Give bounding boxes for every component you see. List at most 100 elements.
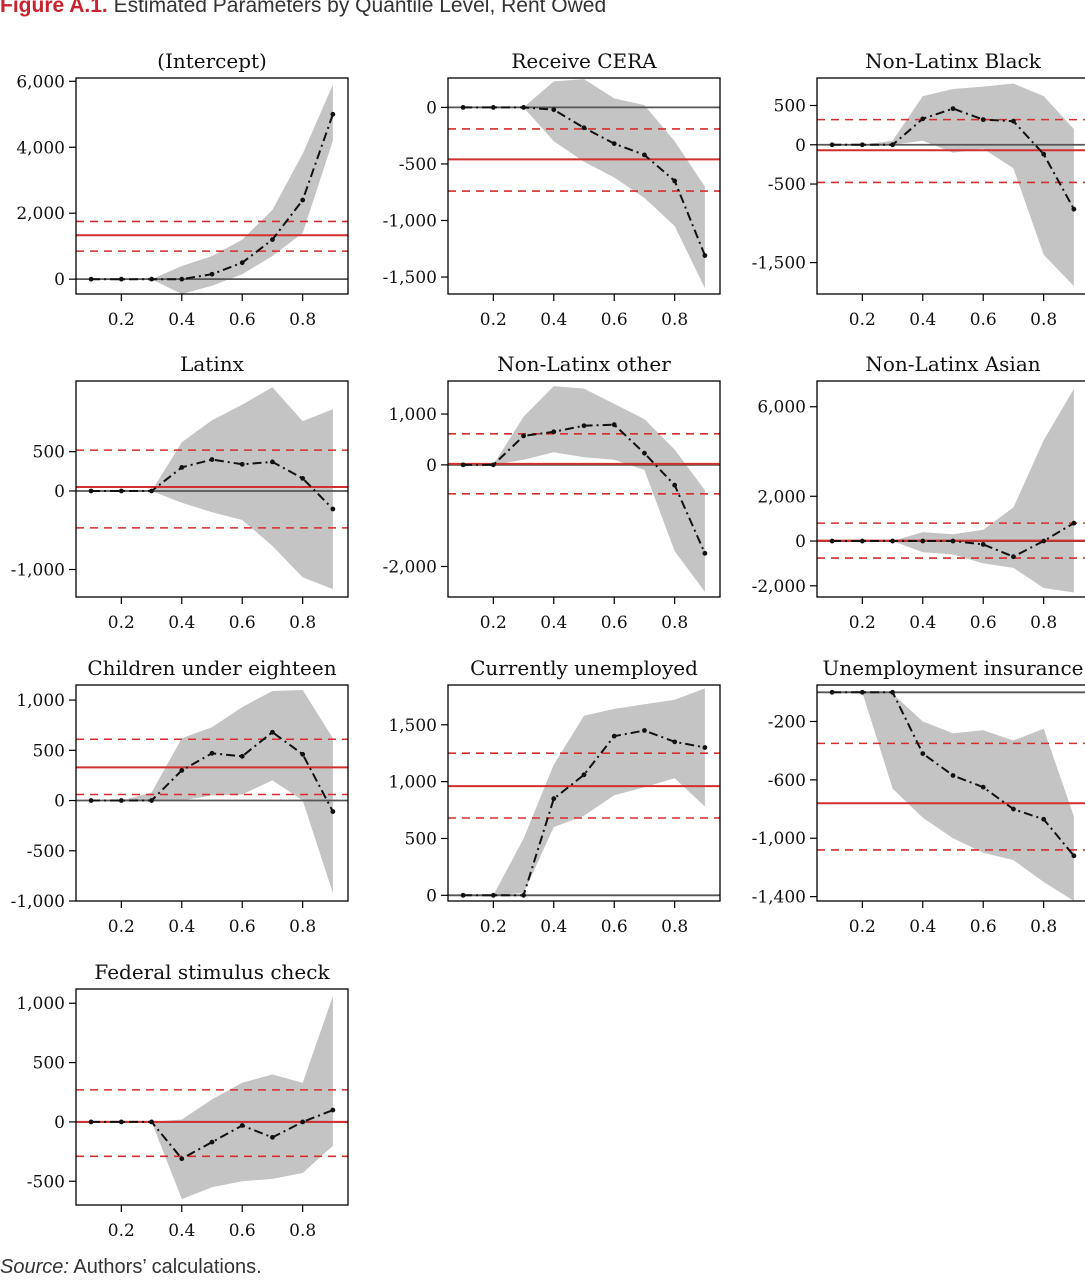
x-tick-label: 0.2 [849, 310, 876, 330]
panel-9: Unemployment insurance -200 -600 -1,000 -1,4… [752, 656, 1085, 937]
x-tick-label: 0.4 [540, 917, 567, 937]
y-tick-label: -2,000 [383, 558, 437, 578]
quantile-point [209, 457, 215, 462]
quantile-point [270, 1134, 275, 1140]
y-tick-label: -500 [27, 1172, 65, 1192]
plot-frame [447, 77, 721, 295]
panel-4: Latinx 500 0 -1,000 0.2 0.4 0.6 0.8 [11, 352, 349, 633]
quantile-point [118, 798, 124, 803]
quantile-point [920, 751, 926, 756]
quantile-point [672, 739, 678, 745]
panel-6: Non-Latinx Asian 6,000 2,000 0 -2,000 0.2 0.4 0… [752, 352, 1085, 633]
quantile-point [859, 142, 865, 148]
quantile-point [179, 276, 185, 282]
x-tick-label: 0.8 [661, 613, 688, 633]
y-tick-label: 2,000 [757, 487, 806, 507]
quantile-point [642, 728, 647, 733]
x-tick-label: 0.4 [168, 310, 195, 330]
quantile-point [490, 892, 496, 898]
y-tick-label: -1,000 [383, 211, 437, 231]
panel-title: Receive CERA [511, 49, 657, 73]
y-tick-label: 0 [795, 136, 806, 156]
y-tick-label: 1,500 [388, 716, 437, 736]
quantile-point [611, 733, 617, 739]
y-tick-label: 4,000 [16, 138, 65, 158]
x-tick-label: 0.8 [1030, 613, 1057, 633]
plot-frame [447, 684, 721, 902]
panel-title: (Intercept) [157, 49, 267, 73]
panel-8: Currently unemployed 1,500 1,000 500 0 0.2 0.4… [388, 656, 721, 937]
quantile-point [1011, 806, 1016, 812]
y-tick-label: 0 [426, 886, 437, 906]
quantile-point [890, 142, 895, 148]
quantile-series-line [463, 729, 706, 897]
quantile-point [702, 253, 708, 258]
x-tick-label: 0.4 [168, 1221, 195, 1241]
quantile-point [460, 462, 466, 468]
plot-frame [75, 380, 349, 598]
quantile-point [149, 1119, 154, 1125]
x-tick-label: 0.6 [970, 917, 997, 937]
x-tick-label: 0.6 [601, 310, 628, 330]
x-tick-label: 0.8 [1030, 917, 1057, 937]
quantile-point [88, 1119, 94, 1125]
y-tick-label: 1,000 [16, 691, 65, 711]
quantile-point [1041, 151, 1047, 157]
plot-frame [75, 988, 349, 1206]
quantile-point [581, 423, 587, 429]
x-tick-label: 0.8 [289, 613, 316, 633]
source-text: Authors’ calculations. [68, 1256, 262, 1278]
quantile-point [149, 798, 154, 803]
quantile-point [890, 689, 895, 695]
panel-3: Non-Latinx Black 500 0 -500 -1,500 0.2 0.4 0.6 0… [752, 49, 1085, 330]
quantile-point [330, 506, 336, 512]
y-tick-label: 0 [426, 456, 437, 476]
x-tick-label: 0.6 [970, 310, 997, 330]
panel-title: Latinx [180, 352, 245, 376]
x-tick-label: 0.2 [108, 917, 135, 937]
quantile-point [1041, 538, 1047, 544]
quantile-point [551, 107, 557, 113]
x-tick-label: 0.2 [849, 917, 876, 937]
quantile-point [88, 276, 94, 282]
source-note: Source: Authors’ calculations. [0, 1256, 262, 1279]
panel-title: Non-Latinx other [497, 352, 671, 376]
panel-title: Currently unemployed [470, 656, 698, 680]
quantile-point [270, 237, 275, 242]
y-tick-label: -1,500 [752, 254, 806, 274]
y-tick-label: 500 [405, 829, 437, 849]
quantile-point [1011, 118, 1016, 124]
x-tick-label: 0.4 [909, 613, 936, 633]
quantile-point [209, 271, 215, 277]
y-tick-label: 500 [774, 96, 806, 116]
quantile-point [300, 197, 306, 203]
confidence-band [91, 996, 333, 1200]
confidence-band [832, 388, 1074, 593]
x-tick-label: 0.2 [480, 310, 507, 330]
quantile-point [179, 1156, 185, 1162]
confidence-band [91, 387, 333, 590]
quantile-point [300, 475, 306, 481]
quantile-point [209, 1139, 215, 1145]
quantile-point [829, 142, 835, 148]
y-tick-label: 0 [54, 1113, 65, 1133]
quantile-point [460, 892, 466, 898]
quantile-point [920, 538, 926, 544]
quantile-point [490, 462, 496, 468]
y-tick-label: 6,000 [757, 398, 806, 418]
y-tick-label: 1,000 [16, 994, 65, 1014]
quantile-point [460, 105, 466, 110]
quantile-point [611, 141, 617, 146]
quantile-point [270, 729, 275, 735]
quantile-series-line [463, 106, 706, 256]
x-tick-label: 0.6 [229, 310, 256, 330]
quantile-point [330, 111, 336, 117]
plot-frame [816, 77, 1085, 295]
y-tick-label: 6,000 [16, 72, 65, 92]
x-tick-label: 0.4 [909, 310, 936, 330]
y-tick-label: 0 [426, 98, 437, 118]
quantile-point [702, 745, 708, 750]
quantile-point [270, 459, 275, 465]
x-tick-label: 0.6 [229, 1221, 256, 1241]
y-tick-label: -500 [27, 842, 65, 862]
